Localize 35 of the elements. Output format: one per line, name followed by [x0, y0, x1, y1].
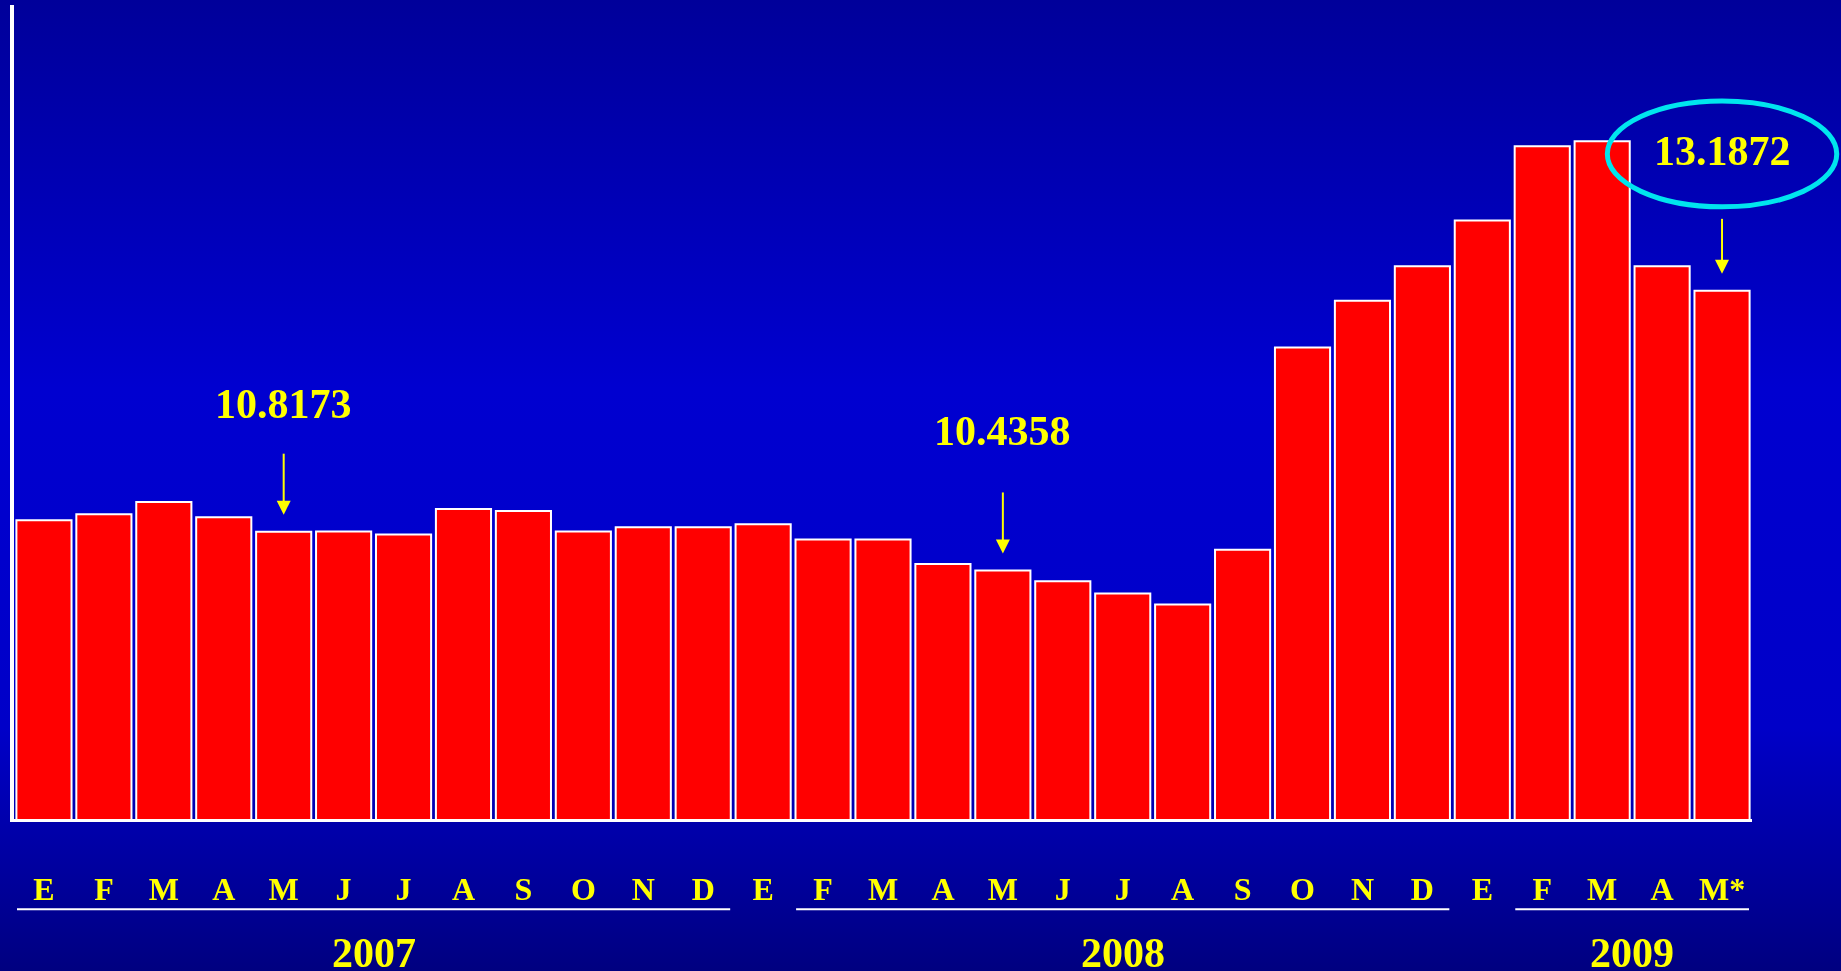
x-tick-label: D	[1410, 871, 1434, 908]
x-tick-label: J	[1114, 871, 1131, 908]
x-tick-label: E	[33, 871, 55, 908]
data-label: 13.1872	[1654, 128, 1791, 174]
x-tick-label: N	[1350, 871, 1374, 908]
x-tick-label: S	[514, 871, 533, 908]
x-tick-label: F	[94, 871, 114, 908]
x-tick-label: A	[1650, 871, 1674, 908]
data-label: 10.8173	[215, 381, 352, 427]
x-tick-label: J	[335, 871, 352, 908]
x-tick-label: O	[1290, 871, 1315, 908]
x-tick-label: J	[395, 871, 412, 908]
x-tick-label: N	[631, 871, 655, 908]
x-tick-label: F	[813, 871, 833, 908]
x-tick-label: E	[1471, 871, 1493, 908]
x-tick-label: M	[268, 871, 299, 908]
x-tick-label: F	[1532, 871, 1553, 908]
x-tick-label: D	[691, 871, 715, 908]
x-tick-label: O	[570, 871, 596, 908]
x-tick-label: S	[1233, 871, 1252, 908]
x-tick-label: M	[987, 871, 1018, 908]
x-tick-label: M	[867, 871, 899, 908]
x-tick-label: M	[148, 871, 179, 908]
x-tick-label: A	[931, 871, 955, 908]
text: 2009	[1590, 930, 1674, 971]
x-tick-label: A	[451, 871, 476, 908]
data-label: 10.4358	[934, 408, 1071, 454]
x-tick-label: E	[752, 871, 774, 908]
x-tick-label: A	[212, 871, 236, 908]
x-tick-label: A	[1171, 871, 1195, 908]
x-tick-label: M	[1587, 871, 1618, 908]
x-tick-label: J	[1054, 871, 1071, 908]
x-tick-label: M*	[1698, 871, 1746, 908]
text: 2008	[1081, 930, 1165, 971]
text: 2007	[332, 930, 416, 971]
